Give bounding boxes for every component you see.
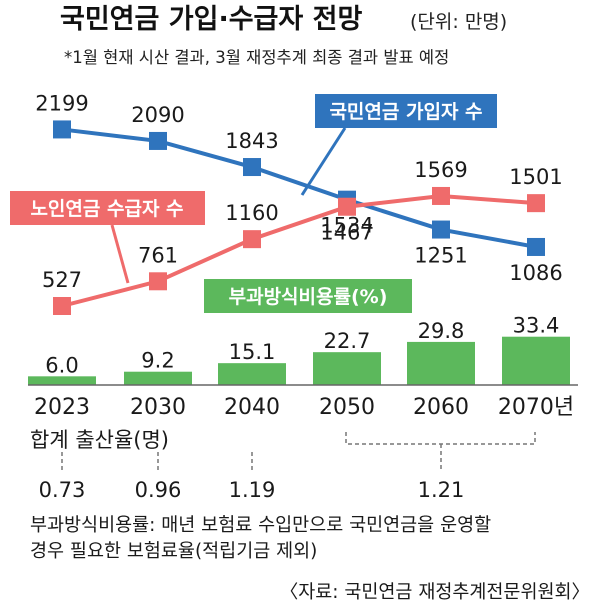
bar-2070 xyxy=(502,336,570,385)
note-line-1: 부과방식비용률: 매년 보험료 수입만으로 국민연금을 운영할 xyxy=(30,515,491,536)
series-0-marker-2023 xyxy=(53,120,71,139)
recipient-callout-pointer xyxy=(110,224,130,284)
series-1-marker-2070 xyxy=(527,194,545,213)
series-0-label-2023: 2199 xyxy=(35,91,88,115)
series-1-label-2060: 1569 xyxy=(414,158,467,182)
fertility-rates: 0.73 0.96 1.19 1.21 xyxy=(39,444,465,502)
bar-label-2070: 33.4 xyxy=(513,314,560,338)
series-1-marker-2030 xyxy=(149,272,167,291)
series-0-marker-2040 xyxy=(243,158,261,177)
line-series: 2199 2090 1843 1534 1251 1086 527 761 1160 1467 15… xyxy=(35,91,563,315)
series-0-marker-2070 xyxy=(527,237,545,256)
fertility-value-2030: 0.96 xyxy=(135,478,182,502)
chart-title: 국민연금 가입·수급자 전망 xyxy=(60,4,362,35)
bar-label-2050: 22.7 xyxy=(324,329,371,353)
subscriber-callout: 국민연금 가입자 수 xyxy=(300,94,497,196)
series-0-label-2060: 1251 xyxy=(414,244,467,268)
x-tick-2070: 2070년 xyxy=(498,395,574,420)
subscriber-callout-box xyxy=(315,94,497,128)
bar-2040 xyxy=(218,363,286,385)
cost-rate-callout: 부과방식비용률(%) xyxy=(204,279,412,313)
series-1-label-2050: 1467 xyxy=(320,221,373,245)
unit-label: (단위: 만명) xyxy=(410,11,507,33)
series-0-marker-2030 xyxy=(149,131,167,150)
fertility-value-2060: 1.21 xyxy=(418,478,465,502)
fertility-bracket xyxy=(345,432,536,445)
fertility-value-2040: 1.19 xyxy=(229,478,276,502)
x-tick-2040: 2040 xyxy=(224,395,280,420)
bar-2050 xyxy=(313,352,381,385)
recipient-callout-box xyxy=(10,191,205,225)
bar-label-2030: 9.2 xyxy=(141,349,174,373)
bar-label-2023: 6.0 xyxy=(45,353,78,377)
series-1-label-2023: 527 xyxy=(42,268,82,292)
x-tick-2060: 2060 xyxy=(413,395,469,420)
x-tick-2030: 2030 xyxy=(130,395,186,420)
fertility-label: 합계 출산율(명) xyxy=(30,428,169,452)
bar-2060 xyxy=(407,341,475,385)
x-axis-ticks: 2023 2030 2040 2050 2060 2070년 xyxy=(34,395,574,420)
subscriber-callout-label: 국민연금 가입자 수 xyxy=(329,101,482,123)
subscriber-callout-pointer xyxy=(300,127,347,196)
note-line-2: 경우 필요한 보험료율(적립기금 제외) xyxy=(30,541,317,562)
bar-2030 xyxy=(124,371,192,385)
cost-rate-callout-box xyxy=(204,279,412,313)
series-1-marker-2023 xyxy=(53,297,71,315)
series-1-marker-2050 xyxy=(338,197,356,216)
series-line-0 xyxy=(61,127,537,249)
series-1-marker-2060 xyxy=(432,186,450,205)
source-text: 〈자료: 국민연금 재정추계전문위원회〉 xyxy=(280,582,590,603)
series-1-label-2030: 761 xyxy=(138,243,178,267)
series-1-label-2070: 1501 xyxy=(509,165,562,189)
bar-2023 xyxy=(28,376,96,385)
series-0-label-2030: 2090 xyxy=(131,103,184,127)
chart-subtitle: *1월 현재 시산 결과, 3월 재정추계 최종 결과 발표 예정 xyxy=(64,48,449,67)
series-1-label-2040: 1160 xyxy=(225,201,278,225)
recipient-callout-label: 노인연금 수급자 수 xyxy=(30,198,183,220)
series-0-label-2040: 1843 xyxy=(225,129,278,153)
series-0-label-2050: 1534 xyxy=(320,214,373,238)
recipient-callout: 노인연금 수급자 수 xyxy=(10,191,205,284)
cost-rate-bars: 6.0 9.2 15.1 22.7 29.8 33.4 xyxy=(28,314,570,385)
series-line-1 xyxy=(61,193,537,308)
x-tick-2050: 2050 xyxy=(319,395,375,420)
series-0-marker-2060 xyxy=(432,220,450,239)
fertility-value-2023: 0.73 xyxy=(39,478,86,502)
series-0-label-2070: 1086 xyxy=(509,261,562,285)
bar-label-2040: 15.1 xyxy=(229,340,276,364)
cost-rate-callout-label: 부과방식비용률(%) xyxy=(229,286,388,308)
series-1-marker-2040 xyxy=(243,230,261,249)
x-tick-2023: 2023 xyxy=(34,395,90,420)
bar-label-2060: 29.8 xyxy=(418,319,465,343)
